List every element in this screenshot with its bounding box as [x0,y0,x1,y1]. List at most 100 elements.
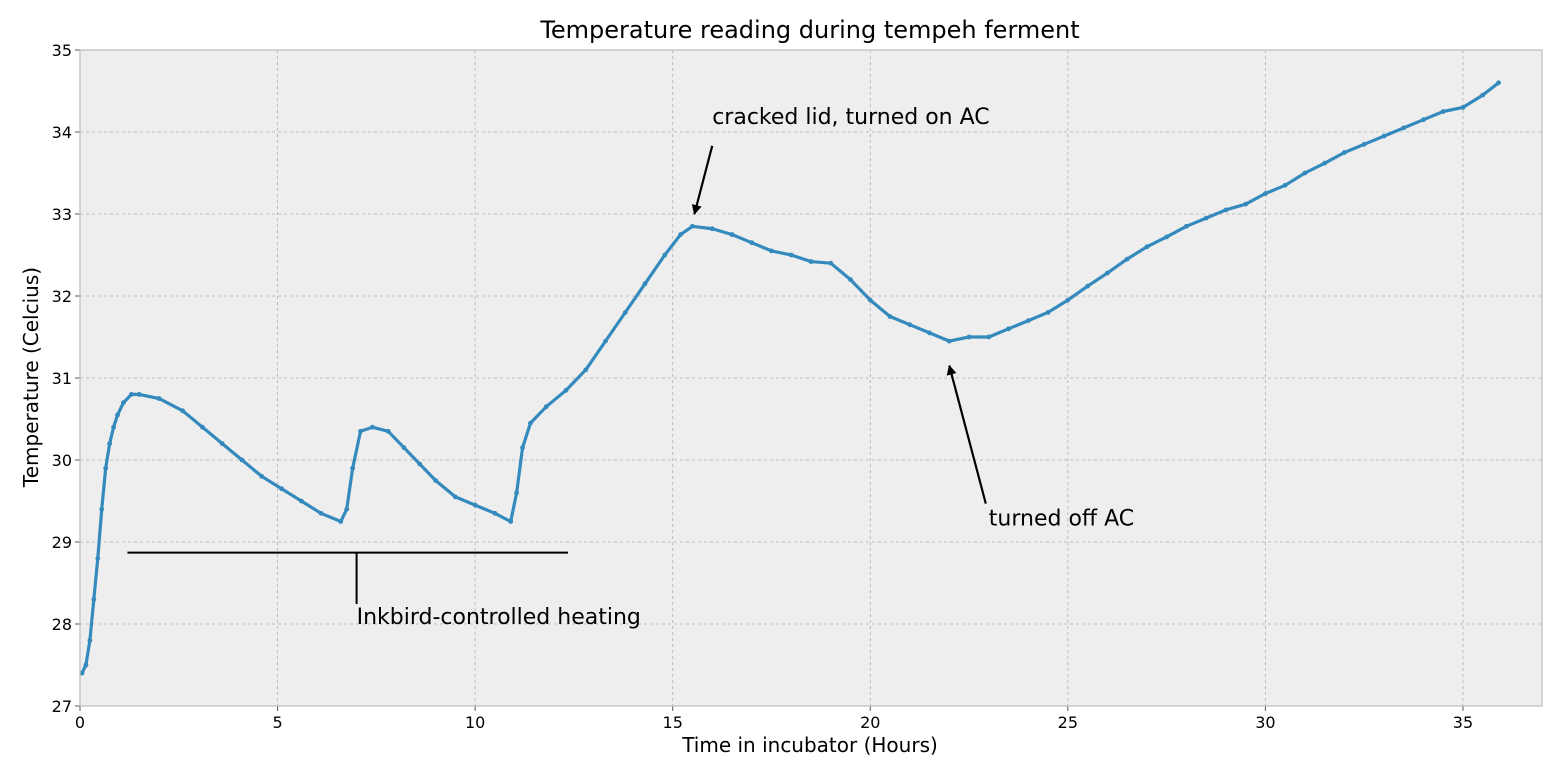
temperature-point [1223,207,1229,213]
temperature-point [1263,191,1268,196]
temperature-point [103,465,109,471]
temperature-point [1243,201,1249,207]
temperature-point [1282,182,1288,188]
temperature-point [279,486,284,492]
temperature-point [520,445,525,451]
temperature-point [401,445,407,451]
temperature-series-line [80,81,1501,675]
temperature-point [338,519,344,524]
temperature-point [788,252,794,258]
temperature-point [417,461,423,467]
temperature-point [1203,215,1209,221]
series-layer [79,80,1501,676]
temperature-point [1183,223,1189,229]
temperature-point [1104,270,1110,276]
temperature-point [79,670,85,676]
temperature-point [1342,150,1347,155]
temperature-point [729,232,735,237]
temperature-point [370,424,375,430]
y-tick-label: 28 [52,615,72,634]
temperature-point [99,506,105,512]
temperature-point [298,498,304,504]
temperature-point [1361,141,1367,147]
temperature-point [887,314,893,319]
temperature-point [111,424,116,430]
x-tick-label: 5 [272,713,282,732]
temperature-point [514,490,520,496]
x-tick-label: 25 [1058,713,1078,732]
temperature-point [350,465,356,471]
temperature-point [709,226,715,232]
temperature-point [452,494,458,500]
temperature-point [1440,109,1446,114]
temperature-point [1164,234,1170,240]
temperature-point [1085,283,1090,289]
temperature-point [749,240,755,246]
temperature-point [115,412,120,418]
grid [80,50,1542,706]
temperature-point [563,387,569,393]
temperature-point [433,478,439,483]
annotations [127,145,987,604]
temperature-point [472,502,478,508]
temperature-point [808,259,814,264]
temperature-point [128,392,134,397]
temperature-point [358,428,363,434]
temperature-point [828,260,834,266]
plot-frame [79,49,1543,707]
y-axis-label: Temperature (Celcius) [19,267,43,488]
temperature-point [1460,105,1466,110]
temperature-point [508,519,514,524]
y-tick-label: 30 [52,451,72,470]
temperature-point [642,281,648,287]
temperature-point [492,510,498,516]
temperature-point [239,457,245,463]
temperature-point [543,404,549,410]
temperature-point [1401,125,1407,131]
temperature-point [622,310,628,315]
y-tick-label: 31 [52,369,72,388]
annotation-inkbird-heating: Inkbird-controlled heating [357,605,641,630]
temperature-point [344,506,350,512]
x-tick-label: 35 [1453,713,1473,732]
annotation-arrow-ac-off [946,364,987,504]
y-tick-label: 35 [52,41,72,60]
temperature-point [867,297,873,303]
temperature-point [690,223,695,229]
temperature-point [986,334,992,340]
temperature-point [769,248,774,254]
temperature-point [318,510,324,516]
temperature-point [180,408,186,414]
temperature-point [1421,117,1426,123]
temperature-point [136,392,142,397]
annotation-ac-on: cracked lid, turned on AC [712,105,989,130]
temperature-point [1496,80,1501,86]
temperature-point [1025,318,1031,323]
x-tick-label: 10 [465,713,485,732]
annotation-ac-off: turned off AC [989,507,1134,532]
y-tick-label: 32 [52,287,72,306]
temperature-point [1480,92,1486,98]
temperature-point [1006,326,1011,332]
x-tick-label: 0 [75,713,85,732]
temperature-point [1302,170,1308,176]
y-tick-label: 29 [52,533,72,552]
temperature-point [83,662,89,668]
chart-title: Temperature reading during tempeh fermen… [539,16,1079,44]
x-tick-label: 30 [1255,713,1275,732]
temperature-point [848,277,853,282]
temperature-point [87,638,93,643]
temperature-point [678,232,684,237]
temperature-point [156,396,162,401]
y-tick-label: 33 [52,205,72,224]
temperature-point [907,322,913,328]
temperature-point [385,428,391,434]
y-tick-label: 27 [52,697,72,716]
temperature-point [95,556,101,561]
temperature-point [219,441,225,446]
temperature-point [200,424,205,430]
x-axis-label: Time in incubator (Hours) [681,733,938,757]
temperature-point [528,420,533,426]
